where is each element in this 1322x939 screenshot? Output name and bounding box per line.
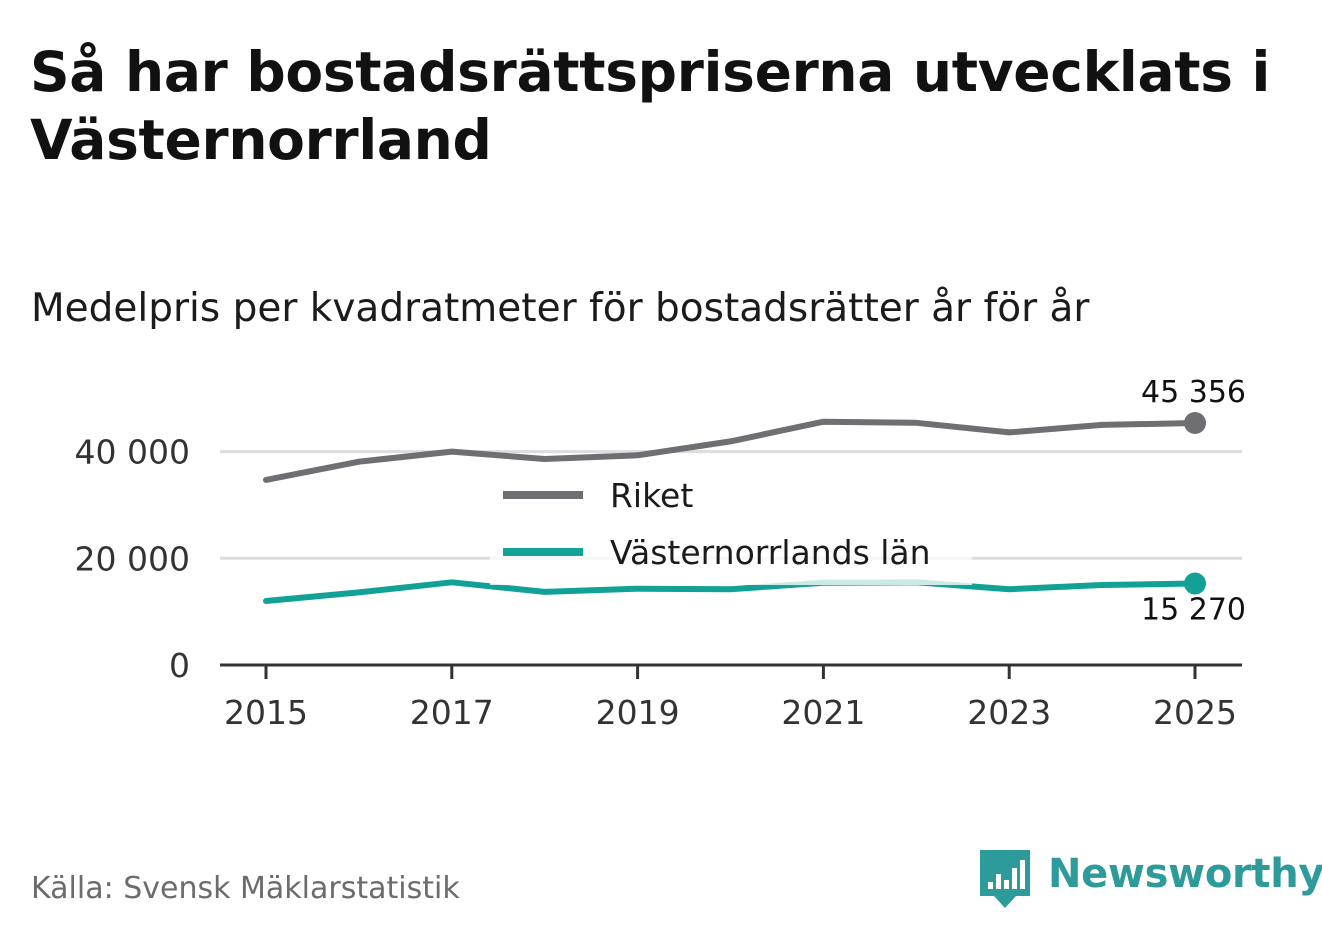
series-line-0 <box>263 418 1198 483</box>
legend-background <box>490 467 972 585</box>
legend-label-1: Västernorrlands län <box>610 533 931 572</box>
newsworthy-brand: Newsworthy <box>980 850 1322 910</box>
x-tick-label: 2023 <box>967 693 1051 732</box>
y-tick-label: 0 <box>169 646 190 685</box>
end-labels: 45 356 15 270 <box>1141 375 1246 628</box>
legend: Riket Västernorrlands län <box>490 467 972 585</box>
series-end-point-0 <box>1184 412 1206 434</box>
series-end-point-1 <box>1184 572 1206 595</box>
series-line-1 <box>263 579 1198 604</box>
y-tick-label: 40 000 <box>75 433 190 472</box>
chart-subtitle: Medelpris per kvadratmeter för bostadsrä… <box>31 286 1090 331</box>
newsworthy-logo-icon <box>980 850 1030 908</box>
axes: 0 20 000 40 000 2015 2017 2019 2021 2023 2025 <box>75 433 1242 732</box>
x-tick-label: 2017 <box>410 693 494 732</box>
x-tick-label: 2021 <box>781 693 865 732</box>
x-tick-label: 2015 <box>224 693 308 732</box>
end-label-vasternorrland: 15 270 <box>1141 593 1246 628</box>
chart-title: Så har bostadsrättspriserna utvecklats i… <box>30 40 1271 172</box>
end-label-riket: 45 356 <box>1141 375 1246 410</box>
series <box>263 412 1206 604</box>
x-tick-label: 2025 <box>1153 693 1237 732</box>
legend-label-0: Riket <box>610 476 693 515</box>
brand-name: Newsworthy <box>1048 851 1322 897</box>
x-tick-label: 2019 <box>596 693 680 732</box>
y-tick-label: 20 000 <box>75 539 190 578</box>
source-note: Källa: Svensk Mäklarstatistik <box>31 871 460 906</box>
